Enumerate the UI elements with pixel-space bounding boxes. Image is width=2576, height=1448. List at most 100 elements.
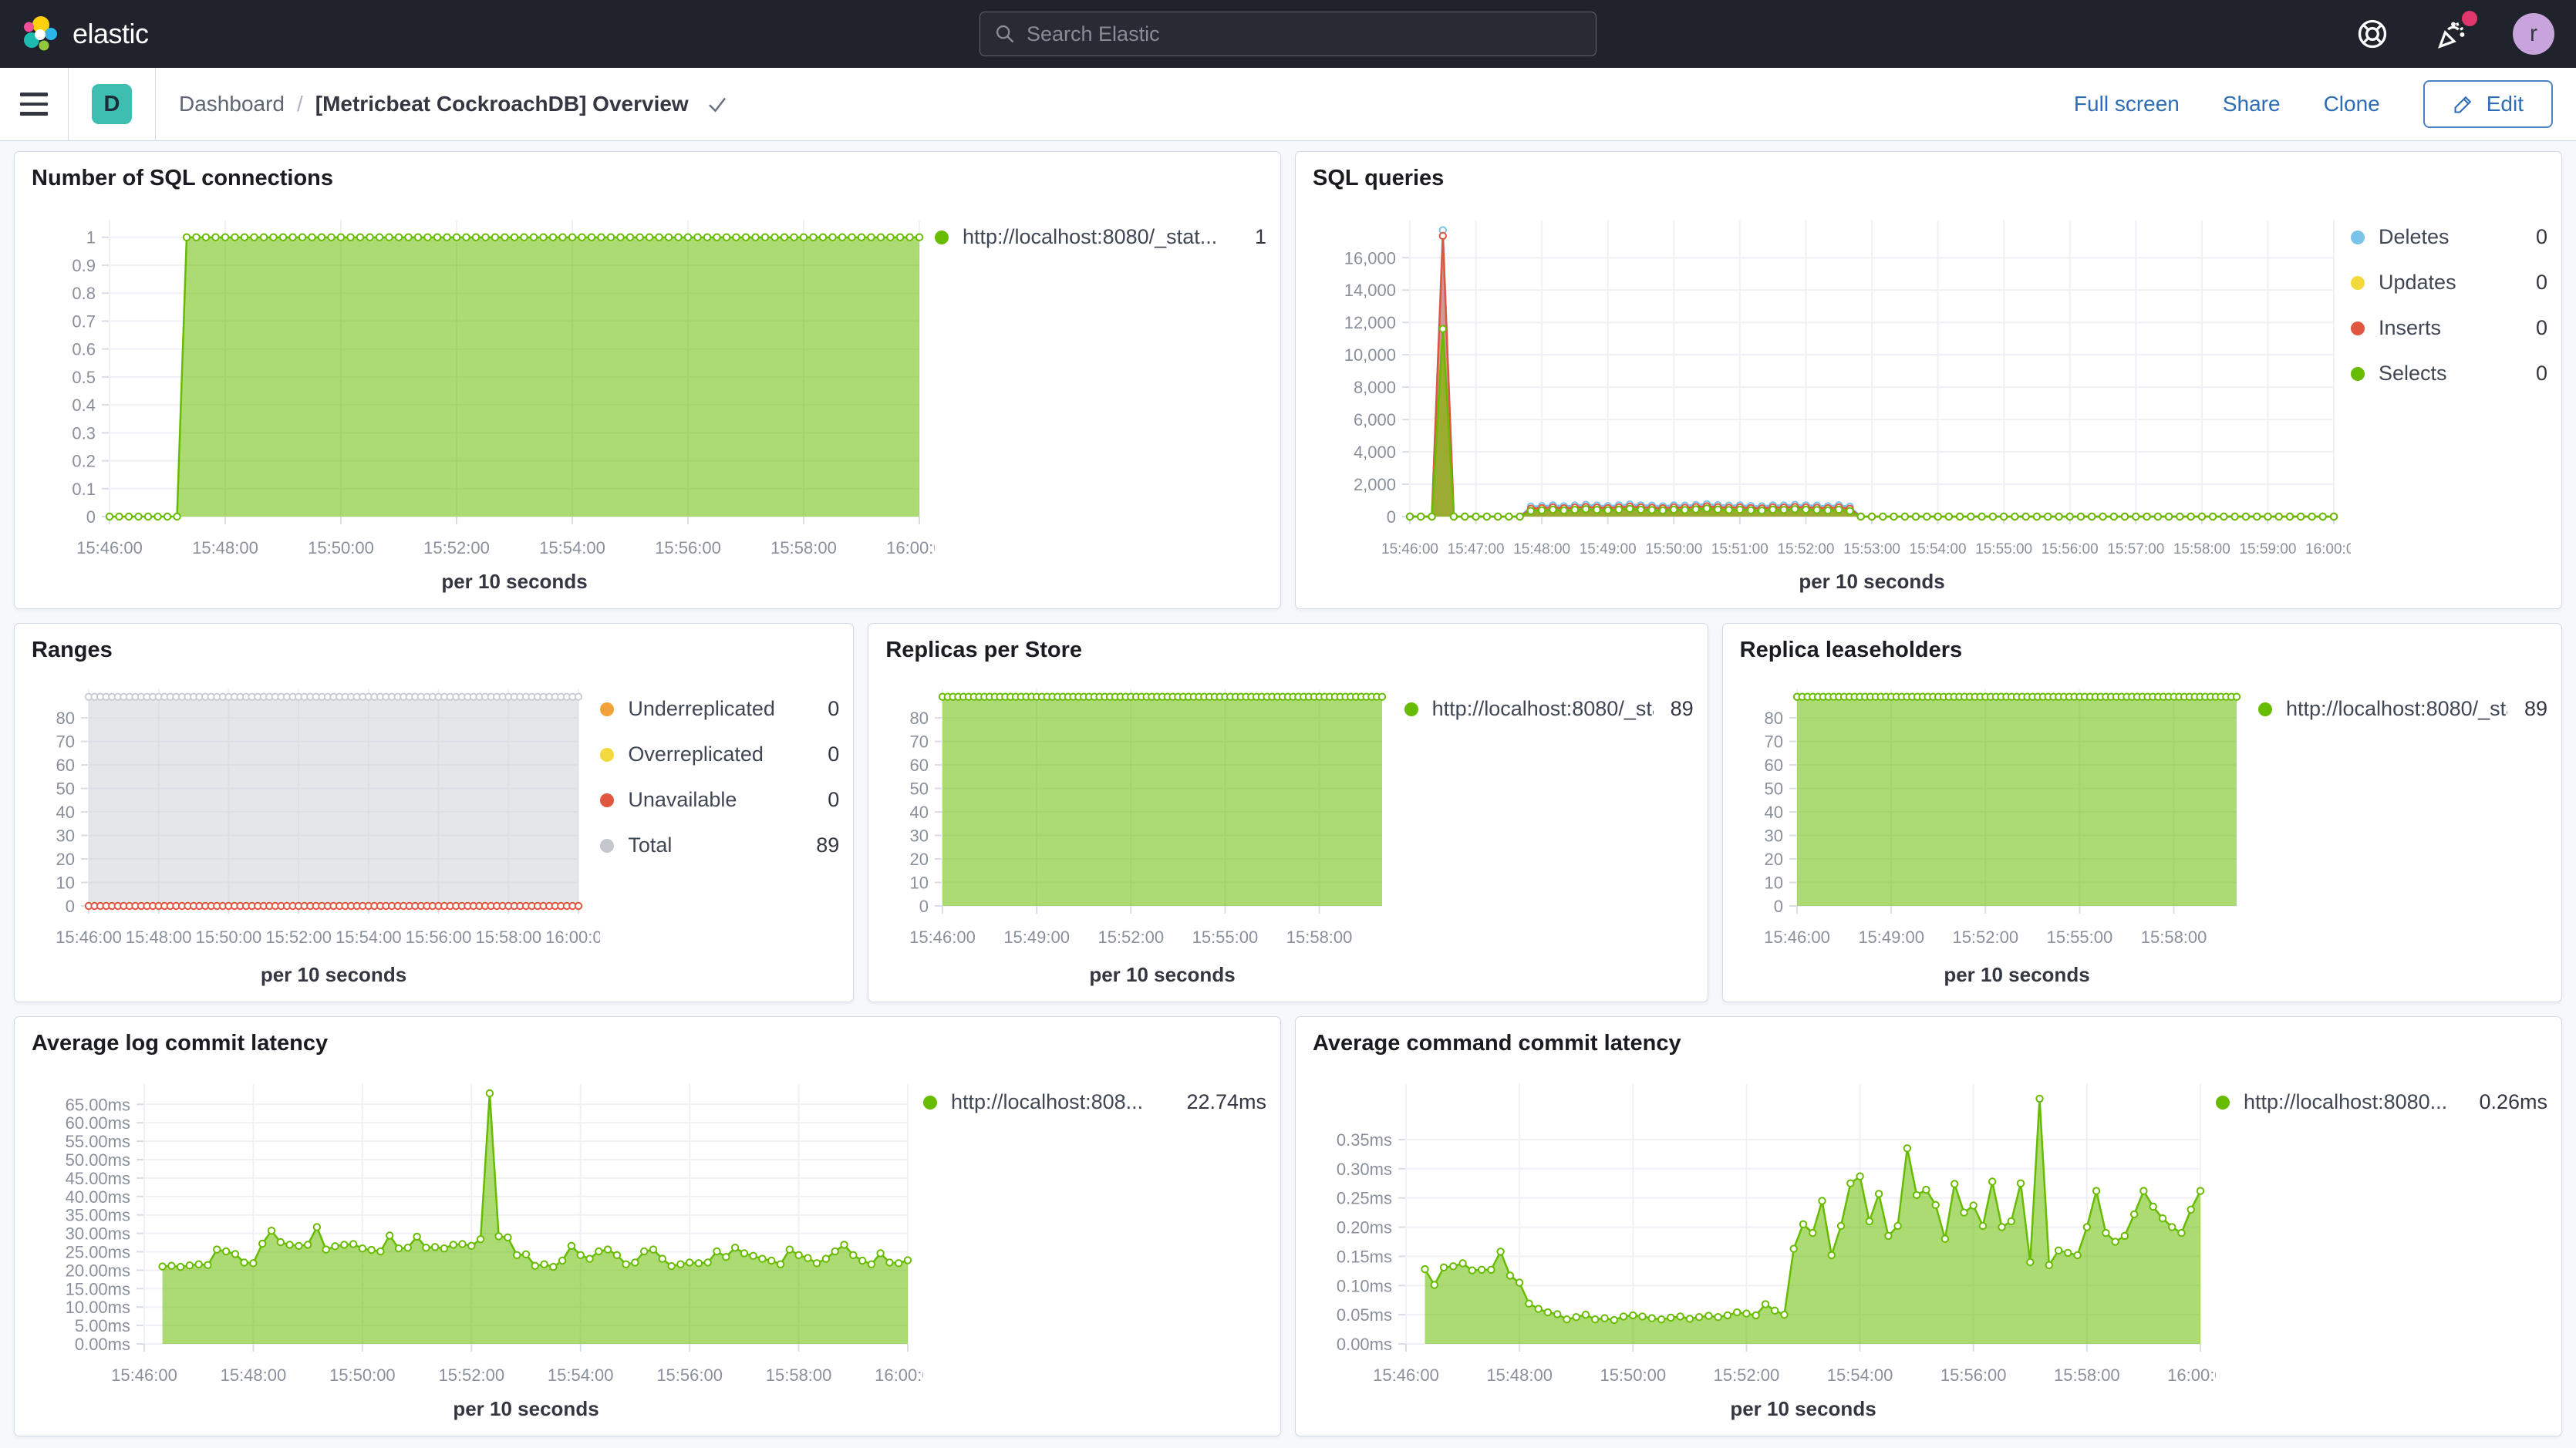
whats-new-icon[interactable]	[2433, 11, 2477, 54]
svg-text:0: 0	[1387, 507, 1396, 527]
svg-text:0: 0	[86, 507, 96, 527]
legend-item[interactable]: http://localhost:8080/_sta... 89	[1404, 697, 1694, 721]
legend-item[interactable]: Inserts 0	[2351, 316, 2547, 340]
app-header: elastic r	[0, 0, 2576, 68]
legend-value: 89	[1670, 697, 1694, 720]
clone-button[interactable]: Clone	[2323, 92, 2380, 116]
svg-text:15:52:00: 15:52:00	[1098, 928, 1165, 947]
svg-text:10: 10	[910, 874, 929, 893]
chart-legend: http://localhost:8080/_sta... 89	[1404, 669, 1694, 991]
log-commit-latency-chart[interactable]: 0.00ms 5.00ms 10.00ms 15.00ms 20.00ms 25.00ms…	[29, 1062, 941, 1425]
series-color-dot	[2351, 366, 2365, 381]
page-title: [Metricbeat CockroachDB] Overview	[315, 92, 689, 116]
svg-text:1: 1	[86, 228, 96, 248]
legend-item[interactable]: Unavailable 0	[600, 788, 839, 812]
svg-text:0.7: 0.7	[72, 311, 96, 331]
help-icon[interactable]	[2352, 14, 2392, 54]
svg-text:15:56:00: 15:56:00	[655, 538, 721, 557]
dashboard-grid: Number of SQL connections 0 0.1 0.2 0.3 0.4 0…	[0, 141, 2576, 1448]
ranges-chart[interactable]: 0 10 20 30 40 50 60 70 80 15:46:00 15:48:00 15:50:0…	[29, 669, 612, 991]
sql-connections-chart[interactable]: 0 0.1 0.2 0.3 0.4 0.5 0.6 0.7 0.8 0.9 1 15:46:00 15:…	[29, 197, 953, 598]
legend-item[interactable]: Total 89	[600, 833, 839, 857]
panel-average-log-commit-latency: Average log commit latency 0.00ms 5.00ms 1…	[14, 1016, 1281, 1436]
svg-text:per 10 seconds: per 10 seconds	[453, 1397, 598, 1420]
panel-replica-leaseholders: Replica leaseholders 0 10 20 30 40 50 60 70 80 15…	[1721, 623, 2562, 1002]
legend-item[interactable]: http://localhost:8080... 0.26ms	[2216, 1090, 2547, 1114]
saved-check-icon[interactable]	[706, 93, 729, 116]
svg-text:20.00ms: 20.00ms	[66, 1261, 130, 1280]
breadcrumb-dashboard-link[interactable]: Dashboard	[179, 92, 285, 116]
svg-text:15:46:00: 15:46:00	[111, 1365, 177, 1385]
user-avatar[interactable]: r	[2513, 13, 2554, 55]
space-badge[interactable]: D	[92, 84, 132, 124]
svg-text:80: 80	[56, 709, 75, 728]
svg-text:15:56:00: 15:56:00	[2042, 541, 2099, 557]
chart-legend: Deletes 0 Updates 0 Inserts 0 Selects 0	[2351, 197, 2547, 598]
command-commit-latency-chart[interactable]: 0.00ms 0.05ms 0.10ms 0.15ms 0.20ms 0.25ms 0.30…	[1310, 1062, 2234, 1425]
legend-item[interactable]: Deletes 0	[2351, 225, 2547, 249]
legend-label: Underreplicated	[628, 697, 775, 720]
svg-text:0.15ms: 0.15ms	[1337, 1247, 1392, 1266]
svg-text:15:56:00: 15:56:00	[1940, 1365, 2007, 1385]
svg-text:12,000: 12,000	[1344, 313, 1396, 332]
svg-text:15:58:00: 15:58:00	[1286, 928, 1353, 947]
legend-item[interactable]: http://localhost:8080/_sta... 89	[2257, 697, 2547, 721]
legend-item[interactable]: Underreplicated 0	[600, 697, 839, 721]
svg-text:15:54:00: 15:54:00	[1827, 1365, 1893, 1385]
legend-value: 0	[2535, 271, 2547, 294]
svg-text:5.00ms: 5.00ms	[75, 1316, 130, 1335]
legend-label: Inserts	[2379, 316, 2442, 339]
svg-text:15:50:00: 15:50:00	[329, 1365, 396, 1385]
svg-text:60: 60	[56, 756, 75, 775]
svg-text:65.00ms: 65.00ms	[66, 1095, 130, 1114]
svg-text:0.30ms: 0.30ms	[1337, 1160, 1392, 1179]
svg-text:0.00ms: 0.00ms	[75, 1335, 130, 1354]
legend-item[interactable]: http://localhost:808... 22.74ms	[923, 1090, 1266, 1114]
edit-button[interactable]: Edit	[2423, 80, 2553, 128]
sql-queries-chart[interactable]: 0 2,000 4,000 6,000 8,000 10,000 12,000 14,000 1…	[1310, 197, 2362, 598]
legend-label: http://localhost:8080...	[2244, 1090, 2448, 1113]
legend-item[interactable]: http://localhost:8080/_stat... 1	[935, 225, 1266, 249]
svg-text:15.00ms: 15.00ms	[66, 1279, 130, 1298]
svg-text:15:46:00: 15:46:00	[76, 538, 143, 557]
global-search[interactable]	[979, 12, 1597, 56]
legend-value: 0.26ms	[2479, 1090, 2547, 1113]
series-color-dot	[2351, 275, 2365, 290]
legend-item[interactable]: Updates 0	[2351, 271, 2547, 295]
series-color-dot	[2257, 702, 2272, 716]
svg-text:50: 50	[56, 780, 75, 799]
svg-text:15:48:00: 15:48:00	[192, 538, 258, 557]
legend-item[interactable]: Overreplicated 0	[600, 743, 839, 766]
legend-label: http://localhost:8080/_stat...	[963, 225, 1218, 248]
search-input[interactable]	[1027, 22, 1582, 46]
svg-text:60: 60	[1764, 756, 1782, 775]
svg-text:15:52:00: 15:52:00	[1714, 1365, 1780, 1385]
svg-text:70: 70	[910, 732, 929, 752]
svg-text:per 10 seconds: per 10 seconds	[1944, 963, 2089, 986]
svg-text:15:55:00: 15:55:00	[1192, 928, 1259, 947]
svg-text:40.00ms: 40.00ms	[66, 1187, 130, 1207]
elastic-logo-icon[interactable]	[22, 15, 60, 53]
legend-label: http://localhost:8080/_sta...	[1431, 697, 1654, 720]
svg-text:0.25ms: 0.25ms	[1337, 1189, 1392, 1208]
legend-item[interactable]: Selects 0	[2351, 362, 2547, 386]
chart-legend: http://localhost:8080... 0.26ms	[2216, 1062, 2547, 1425]
full-screen-button[interactable]: Full screen	[2073, 92, 2180, 116]
svg-text:0.9: 0.9	[72, 256, 96, 275]
legend-value: 0	[2535, 225, 2547, 248]
svg-text:15:56:00: 15:56:00	[406, 928, 472, 947]
replicas-per-store-chart[interactable]: 0 10 20 30 40 50 60 70 80 15:46:00 15:49:00 15:52:0…	[882, 669, 1404, 991]
svg-text:per 10 seconds: per 10 seconds	[441, 570, 587, 593]
menu-icon[interactable]	[20, 93, 48, 116]
svg-text:80: 80	[910, 709, 929, 728]
svg-text:0.35ms: 0.35ms	[1337, 1130, 1392, 1150]
series-color-dot	[600, 838, 615, 853]
svg-text:15:48:00: 15:48:00	[1486, 1365, 1553, 1385]
series-color-dot	[2351, 321, 2365, 335]
share-button[interactable]: Share	[2222, 92, 2281, 116]
svg-text:15:52:00: 15:52:00	[265, 928, 332, 947]
svg-text:15:46:00: 15:46:00	[56, 928, 122, 947]
svg-text:15:52:00: 15:52:00	[1952, 928, 2018, 947]
svg-text:50: 50	[1764, 780, 1782, 799]
replica-leaseholders-chart[interactable]: 0 10 20 30 40 50 60 70 80 15:46:00 15:49:00 15:52:0…	[1737, 669, 2258, 991]
